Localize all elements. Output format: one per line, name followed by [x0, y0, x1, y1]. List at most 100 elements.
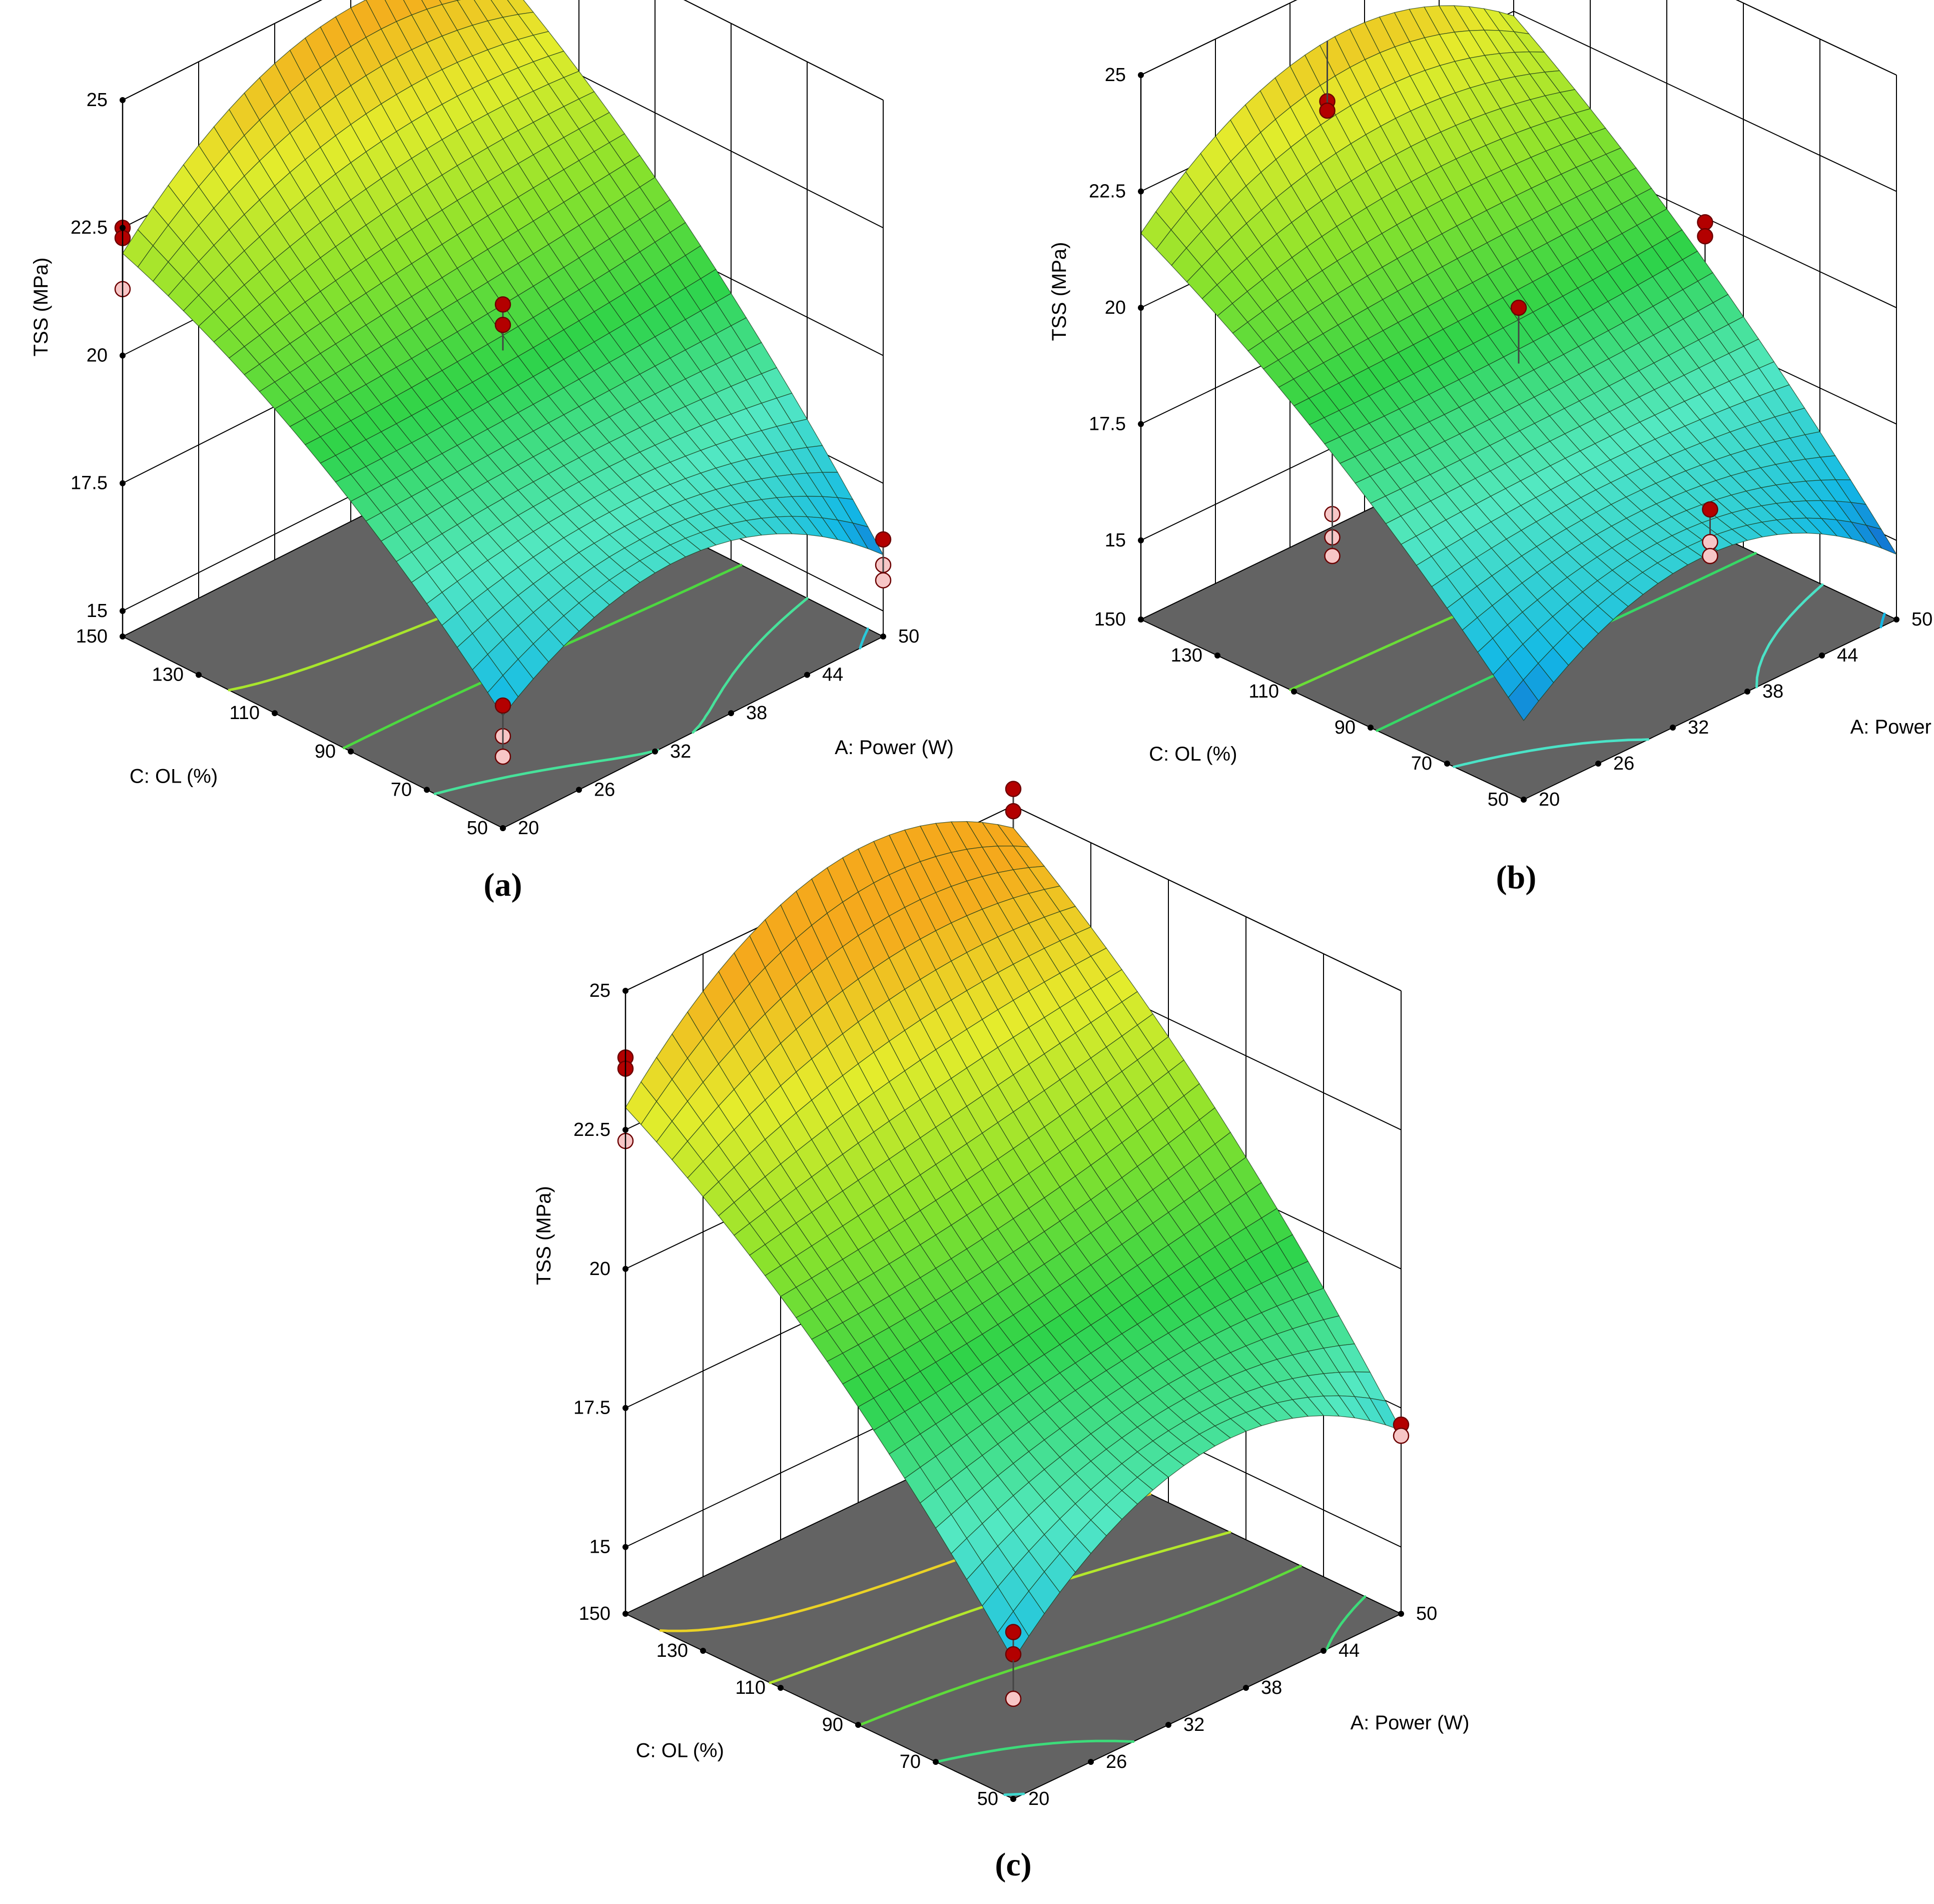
design-point-marker [1510, 299, 1527, 316]
a-tick-mark [1088, 1759, 1094, 1765]
z-tick-label: 17.5 [1089, 413, 1126, 434]
z-tick-label: 17.5 [573, 1398, 610, 1419]
z-tick-label: 15 [589, 1537, 610, 1558]
floor-contour-line [433, 597, 809, 795]
z-tick-mark [622, 988, 628, 994]
design-point-marker [1005, 1646, 1022, 1663]
design-point-marker [1005, 1690, 1022, 1707]
a-tick-label: 20 [1028, 1788, 1049, 1809]
z-tick-label: 20 [87, 345, 108, 366]
design-point-marker [1702, 501, 1718, 518]
panel-caption: (a) [484, 867, 522, 903]
a-tick-mark [576, 787, 582, 793]
a-axis-title: A: Power (W) [1850, 716, 1934, 738]
a-tick-label: 32 [670, 741, 691, 762]
design-points [1319, 41, 1718, 564]
z-tick-label: 22.5 [573, 1119, 610, 1140]
a-tick-mark [880, 633, 886, 640]
c-tick-mark [424, 787, 430, 793]
a-tick-mark [1243, 1685, 1249, 1691]
z-tick-mark [120, 607, 126, 614]
z-tick-label: 15 [87, 600, 108, 621]
z-tick-mark [622, 1126, 628, 1133]
design-point-marker [1005, 1624, 1022, 1640]
a-tick-mark [500, 825, 506, 831]
c-tick-label: 130 [657, 1640, 688, 1661]
a-tick-label: 44 [1837, 645, 1858, 666]
design-point-marker [1702, 533, 1718, 550]
z-tick-label: 20 [589, 1258, 610, 1280]
z-tick-mark [622, 1544, 628, 1550]
a-tick-label: 38 [746, 703, 767, 724]
design-point-marker [1319, 102, 1336, 119]
z-tick-mark [1138, 537, 1144, 543]
design-point-marker [494, 296, 511, 313]
a-tick-label: 26 [1106, 1751, 1127, 1772]
z-tick-label: 25 [589, 980, 610, 1001]
c-tick-mark [348, 748, 354, 755]
z-tick-mark [622, 1265, 628, 1272]
z-tick-label: 22.5 [71, 217, 108, 238]
a-tick-mark [1398, 1611, 1404, 1617]
a-tick-label: 44 [822, 665, 843, 686]
back-wall-top-edge [122, 0, 884, 101]
design-point-marker [494, 748, 511, 765]
z-tick-label: 22.5 [1089, 181, 1126, 202]
z-tick-mark [1138, 188, 1144, 195]
c-tick-label: 150 [1094, 609, 1126, 630]
z-tick-label: 17.5 [71, 473, 108, 494]
c-tick-mark [1368, 725, 1374, 731]
c-axis-title: C: OL (%) [1149, 743, 1237, 765]
a-tick-label: 32 [1688, 717, 1709, 738]
design-point-marker [1005, 781, 1022, 797]
a-tick-mark [1010, 1796, 1016, 1802]
a-tick-mark [652, 748, 658, 755]
a-tick-mark [1521, 797, 1527, 803]
a-tick-label: 38 [1261, 1677, 1282, 1698]
floor-contour-line [1003, 1792, 1025, 1796]
chart-panel-a: 15 17.5 20 22.5 25 TSS (MPa) 50 70 90 110 130 150 20… [30, 0, 954, 903]
a-tick-mark [1819, 653, 1825, 659]
response-surface [625, 821, 1402, 1661]
c-tick-label: 50 [1488, 789, 1509, 810]
c-tick-mark [1214, 653, 1220, 659]
c-tick-mark [933, 1759, 939, 1765]
a-axis-title: A: Power (W) [835, 737, 954, 759]
z-tick-label: 15 [1105, 530, 1126, 551]
z-axis-title: TSS (MPa) [533, 1186, 555, 1285]
c-tick-label: 70 [900, 1751, 921, 1772]
c-tick-mark [272, 710, 278, 717]
z-tick-mark [1138, 72, 1144, 78]
z-axis-title: TSS (MPa) [30, 258, 52, 357]
c-tick-label: 150 [579, 1603, 610, 1624]
a-tick-label: 26 [1613, 753, 1634, 774]
a-tick-mark [804, 672, 810, 678]
c-tick-label: 70 [391, 779, 412, 800]
a-tick-label: 38 [1762, 681, 1783, 702]
z-tick-label: 25 [1105, 65, 1126, 86]
z-tick-mark [120, 352, 126, 359]
a-tick-mark [1744, 689, 1750, 695]
a-tick-mark [1321, 1648, 1327, 1654]
c-tick-mark [622, 1611, 628, 1617]
z-tick-label: 25 [87, 90, 108, 111]
a-tick-label: 20 [518, 818, 539, 839]
design-point-marker [1393, 1428, 1410, 1444]
c-tick-label: 110 [229, 703, 260, 724]
c-tick-label: 50 [467, 818, 488, 839]
surface-cell [1508, 679, 1539, 722]
a-tick-label: 50 [898, 626, 919, 647]
c-tick-label: 110 [1248, 681, 1279, 702]
a-tick-label: 50 [1416, 1603, 1437, 1624]
response-surface [1140, 5, 1897, 722]
design-point-marker [875, 572, 892, 588]
floor-contour-line [934, 1595, 1367, 1763]
z-tick-mark [120, 480, 126, 486]
a-tick-label: 32 [1183, 1714, 1204, 1735]
panel-caption: (b) [1496, 859, 1537, 896]
c-tick-mark [700, 1648, 706, 1654]
c-tick-mark [120, 633, 126, 640]
a-tick-label: 26 [594, 779, 615, 800]
c-tick-mark [1444, 761, 1450, 767]
